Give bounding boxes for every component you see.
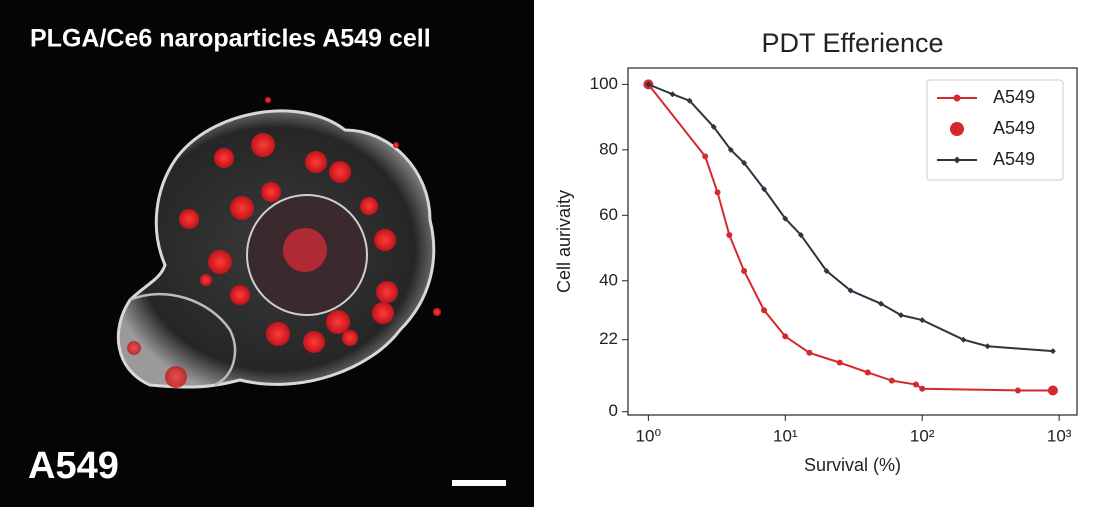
data-marker	[919, 385, 926, 392]
x-axis-label: Survival (%)	[804, 455, 901, 475]
data-marker	[645, 81, 652, 88]
y-tick-label: 40	[599, 270, 618, 289]
data-marker	[702, 153, 709, 160]
y-tick-label: 80	[599, 139, 618, 158]
red-particles	[127, 97, 441, 388]
plot-frame	[627, 67, 1078, 416]
data-marker	[823, 267, 830, 274]
y-tick-label: 0	[609, 401, 618, 420]
legend: A549 A549 A549	[926, 79, 1064, 181]
data-marker	[761, 186, 768, 193]
y-tick-label: 22	[599, 329, 618, 348]
data-marker	[960, 336, 967, 343]
data-marker	[984, 343, 991, 350]
legend-label: A549	[993, 87, 1035, 107]
data-marker	[741, 267, 748, 274]
data-marker	[1047, 385, 1058, 396]
y-tick-label: 100	[590, 74, 618, 93]
data-marker	[727, 146, 734, 153]
x-tick-label: 10¹	[773, 426, 798, 445]
data-marker	[669, 91, 676, 98]
microscopy-panel: PLGA/Ce6 naroparticles A549 cell A549	[0, 0, 534, 507]
y-axis-label: Cell aurivaity	[554, 190, 574, 293]
data-marker	[782, 215, 789, 222]
x-tick-label: 10³	[1047, 426, 1072, 445]
legend-label: A549	[993, 149, 1035, 169]
data-marker	[710, 123, 717, 130]
chart-title: PDT Efferience	[761, 28, 943, 58]
x-tick-label: 10²	[910, 426, 935, 445]
data-marker	[761, 307, 768, 314]
panel-title: PLGA/Ce6 naroparticles A549 cell	[30, 25, 431, 53]
data-marker	[888, 377, 895, 384]
chart: PDT Efferience Survival (%) Cell aurivaity…	[554, 28, 1078, 475]
data-marker	[726, 231, 733, 238]
data-marker	[741, 159, 748, 166]
y-tick-label: 60	[599, 205, 618, 224]
data-marker	[797, 231, 804, 238]
data-marker	[919, 317, 926, 324]
data-marker	[686, 97, 693, 104]
scale-bar	[452, 480, 506, 486]
data-marker	[714, 189, 721, 196]
data-marker	[1049, 348, 1056, 355]
data-marker	[847, 287, 854, 294]
data-marker	[806, 349, 813, 356]
x-tick-label: 10⁰	[635, 426, 661, 445]
legend-marker	[953, 156, 961, 164]
data-marker	[878, 300, 885, 307]
legend-box	[926, 79, 1064, 181]
legend-marker	[950, 122, 964, 136]
nucleus-signal	[283, 228, 327, 272]
data-marker	[898, 312, 905, 319]
legend-label: A549	[993, 118, 1035, 138]
data-marker	[864, 369, 871, 376]
legend-marker	[953, 94, 961, 102]
panel-label: A549	[28, 445, 119, 487]
data-marker	[836, 359, 843, 366]
data-marker	[912, 381, 919, 388]
cell-boundary	[129, 292, 237, 387]
data-marker	[782, 333, 789, 340]
data-marker	[1014, 387, 1021, 394]
